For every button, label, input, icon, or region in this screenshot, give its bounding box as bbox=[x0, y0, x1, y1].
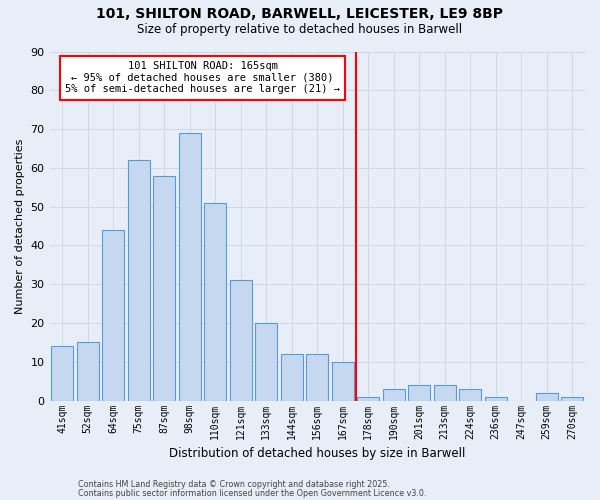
Text: 101 SHILTON ROAD: 165sqm
← 95% of detached houses are smaller (380)
5% of semi-d: 101 SHILTON ROAD: 165sqm ← 95% of detach… bbox=[65, 61, 340, 94]
Text: Contains HM Land Registry data © Crown copyright and database right 2025.: Contains HM Land Registry data © Crown c… bbox=[78, 480, 390, 489]
Bar bbox=[536, 393, 557, 400]
Text: 101, SHILTON ROAD, BARWELL, LEICESTER, LE9 8BP: 101, SHILTON ROAD, BARWELL, LEICESTER, L… bbox=[97, 8, 503, 22]
Bar bbox=[460, 389, 481, 400]
Y-axis label: Number of detached properties: Number of detached properties bbox=[15, 138, 25, 314]
Bar bbox=[128, 160, 149, 400]
Bar bbox=[256, 323, 277, 400]
Bar bbox=[307, 354, 328, 401]
Bar bbox=[358, 397, 379, 400]
Bar bbox=[332, 362, 353, 401]
Text: Contains public sector information licensed under the Open Government Licence v3: Contains public sector information licen… bbox=[78, 490, 427, 498]
Bar bbox=[52, 346, 73, 401]
Bar bbox=[230, 280, 251, 400]
Bar bbox=[409, 385, 430, 400]
Bar bbox=[485, 397, 506, 400]
Bar bbox=[77, 342, 98, 400]
Bar bbox=[103, 230, 124, 400]
Bar bbox=[562, 397, 583, 400]
Bar bbox=[205, 203, 226, 400]
Bar bbox=[383, 389, 404, 400]
Text: Size of property relative to detached houses in Barwell: Size of property relative to detached ho… bbox=[137, 22, 463, 36]
Bar bbox=[154, 176, 175, 400]
X-axis label: Distribution of detached houses by size in Barwell: Distribution of detached houses by size … bbox=[169, 447, 466, 460]
Bar bbox=[179, 133, 200, 400]
Bar bbox=[281, 354, 302, 401]
Bar bbox=[434, 385, 455, 400]
